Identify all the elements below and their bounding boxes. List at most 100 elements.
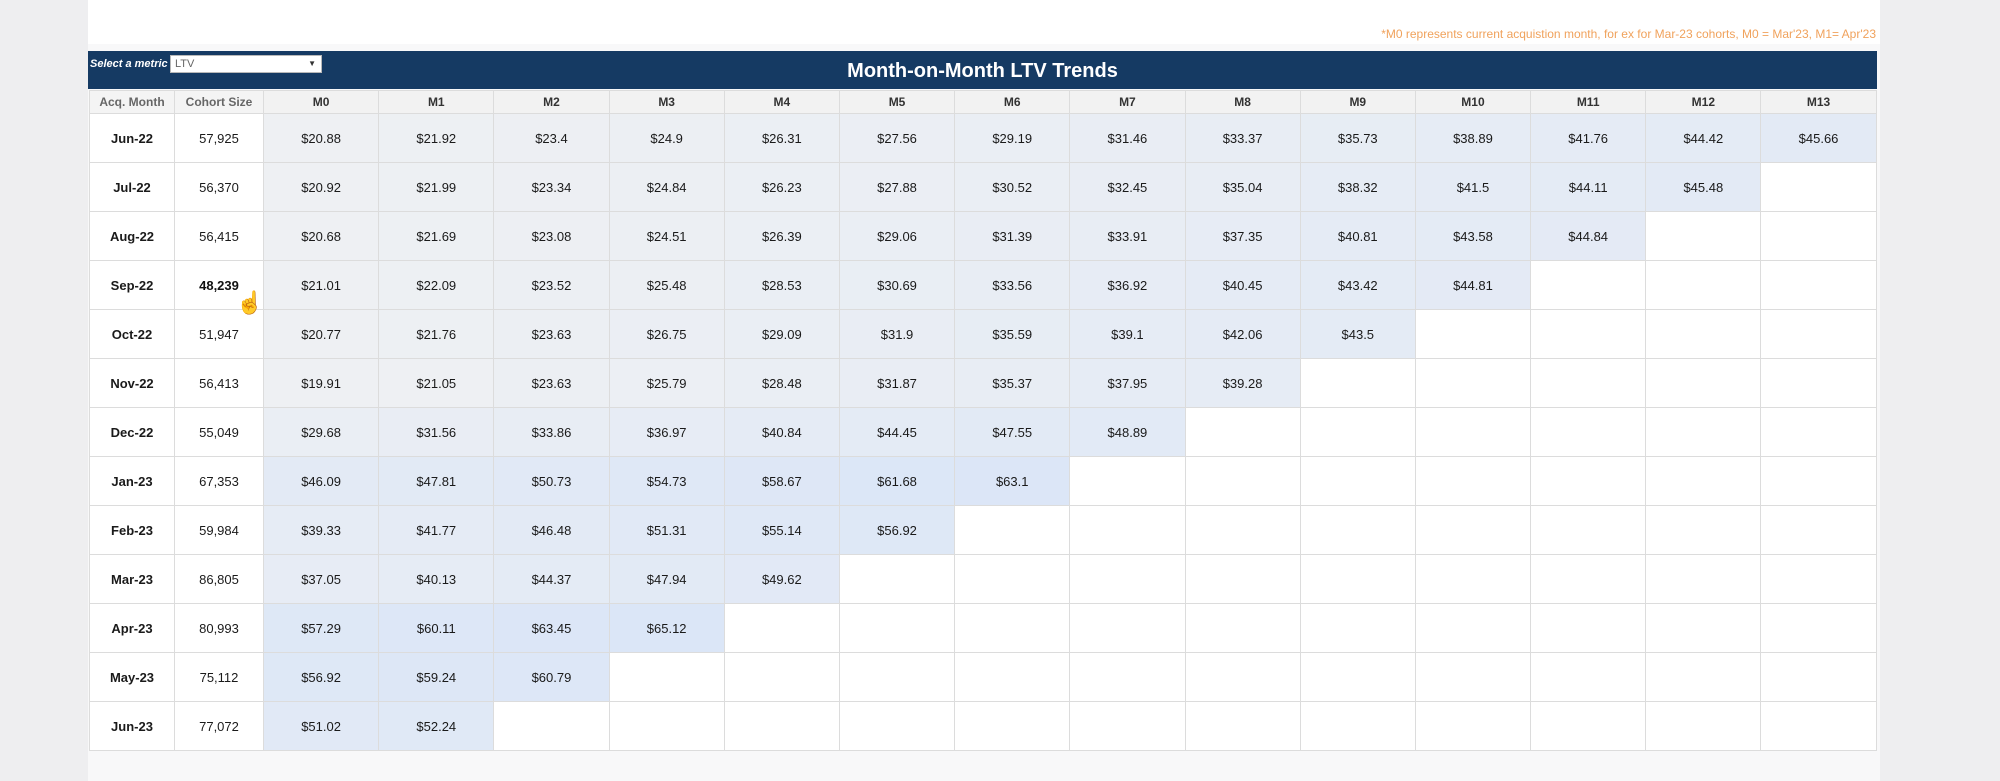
ltv-cell[interactable]: $29.06 — [838, 211, 956, 261]
ltv-cell[interactable]: $19.91 — [262, 358, 380, 408]
ltv-cell[interactable]: $49.62 — [723, 554, 840, 604]
cohort-size-cell[interactable]: 86,805 — [174, 554, 264, 604]
ltv-cell[interactable]: $44.37 — [493, 554, 610, 604]
acq-month-cell[interactable]: Jun-23 — [89, 701, 175, 751]
ltv-cell[interactable]: $22.09 — [378, 260, 495, 310]
ltv-cell[interactable]: $33.37 — [1184, 113, 1301, 163]
ltv-cell[interactable]: $28.53 — [723, 260, 840, 310]
cohort-size-cell[interactable]: 59,984 — [174, 505, 264, 555]
ltv-cell[interactable]: $27.88 — [838, 162, 956, 212]
ltv-cell[interactable]: $47.81 — [378, 456, 495, 506]
ltv-cell[interactable]: $36.97 — [608, 407, 725, 457]
acq-month-cell[interactable]: Aug-22 — [89, 211, 175, 261]
ltv-cell[interactable]: $27.56 — [838, 113, 956, 163]
ltv-cell[interactable]: $39.28 — [1184, 358, 1301, 408]
ltv-cell[interactable]: $65.12 — [608, 603, 725, 653]
ltv-cell[interactable]: $60.79 — [493, 652, 610, 702]
ltv-cell[interactable]: $35.04 — [1184, 162, 1301, 212]
ltv-cell[interactable]: $21.92 — [378, 113, 495, 163]
ltv-cell[interactable]: $39.33 — [262, 505, 380, 555]
ltv-cell[interactable]: $23.4 — [493, 113, 610, 163]
ltv-cell[interactable]: $51.31 — [608, 505, 725, 555]
acq-month-cell[interactable]: Mar-23 — [89, 554, 175, 604]
ltv-cell[interactable]: $50.73 — [493, 456, 610, 506]
ltv-cell[interactable]: $23.52 — [493, 260, 610, 310]
ltv-cell[interactable]: $51.02 — [262, 701, 380, 751]
ltv-cell[interactable]: $35.73 — [1299, 113, 1416, 163]
ltv-cell[interactable]: $58.67 — [723, 456, 840, 506]
ltv-cell[interactable]: $38.89 — [1414, 113, 1532, 163]
ltv-cell[interactable]: $59.24 — [378, 652, 495, 702]
ltv-cell[interactable]: $60.11 — [378, 603, 495, 653]
ltv-cell[interactable]: $37.95 — [1069, 358, 1186, 408]
ltv-cell[interactable]: $37.05 — [262, 554, 380, 604]
ltv-cell[interactable]: $41.5 — [1414, 162, 1532, 212]
ltv-cell[interactable]: $31.39 — [954, 211, 1071, 261]
ltv-cell[interactable]: $33.91 — [1069, 211, 1186, 261]
ltv-cell[interactable]: $43.5 — [1299, 309, 1416, 359]
ltv-cell[interactable]: $57.29 — [262, 603, 380, 653]
ltv-cell[interactable]: $41.76 — [1530, 113, 1647, 163]
ltv-cell[interactable]: $45.66 — [1760, 113, 1877, 163]
ltv-cell[interactable]: $33.56 — [954, 260, 1071, 310]
ltv-cell[interactable]: $55.14 — [723, 505, 840, 555]
cohort-size-cell[interactable]: 56,370 — [174, 162, 264, 212]
ltv-cell[interactable]: $32.45 — [1069, 162, 1186, 212]
ltv-cell[interactable]: $35.37 — [954, 358, 1071, 408]
ltv-cell[interactable]: $39.1 — [1069, 309, 1186, 359]
ltv-cell[interactable]: $44.81 — [1414, 260, 1532, 310]
cohort-size-cell[interactable]: 56,415 — [174, 211, 264, 261]
ltv-cell[interactable]: $44.84 — [1530, 211, 1647, 261]
ltv-cell[interactable]: $21.99 — [378, 162, 495, 212]
metric-dropdown[interactable]: LTV ▼ — [170, 55, 322, 73]
ltv-cell[interactable]: $26.75 — [608, 309, 725, 359]
ltv-cell[interactable]: $47.55 — [954, 407, 1071, 457]
ltv-cell[interactable]: $23.08 — [493, 211, 610, 261]
ltv-cell[interactable]: $44.45 — [838, 407, 956, 457]
ltv-cell[interactable]: $40.45 — [1184, 260, 1301, 310]
ltv-cell[interactable]: $26.39 — [723, 211, 840, 261]
ltv-cell[interactable]: $46.09 — [262, 456, 380, 506]
ltv-cell[interactable]: $23.63 — [493, 309, 610, 359]
ltv-cell[interactable]: $21.01 — [262, 260, 380, 310]
acq-month-cell[interactable]: Jun-22 — [89, 113, 175, 163]
ltv-cell[interactable]: $24.51 — [608, 211, 725, 261]
ltv-cell[interactable]: $26.23 — [723, 162, 840, 212]
ltv-cell[interactable]: $43.42 — [1299, 260, 1416, 310]
ltv-cell[interactable]: $40.13 — [378, 554, 495, 604]
acq-month-cell[interactable]: Apr-23 — [89, 603, 175, 653]
ltv-cell[interactable]: $20.92 — [262, 162, 380, 212]
acq-month-cell[interactable]: Oct-22 — [89, 309, 175, 359]
ltv-cell[interactable]: $43.58 — [1414, 211, 1532, 261]
ltv-cell[interactable]: $31.9 — [838, 309, 956, 359]
ltv-cell[interactable]: $45.48 — [1645, 162, 1762, 212]
ltv-cell[interactable]: $44.42 — [1645, 113, 1762, 163]
ltv-cell[interactable]: $31.56 — [378, 407, 495, 457]
ltv-cell[interactable]: $63.45 — [493, 603, 610, 653]
ltv-cell[interactable]: $56.92 — [838, 505, 956, 555]
ltv-cell[interactable]: $40.84 — [723, 407, 840, 457]
ltv-cell[interactable]: $21.69 — [378, 211, 495, 261]
acq-month-cell[interactable]: Jul-22 — [89, 162, 175, 212]
ltv-cell[interactable]: $21.76 — [378, 309, 495, 359]
ltv-cell[interactable]: $28.48 — [723, 358, 840, 408]
ltv-cell[interactable]: $35.59 — [954, 309, 1071, 359]
acq-month-cell[interactable]: Sep-22 — [89, 260, 175, 310]
acq-month-cell[interactable]: Jan-23 — [89, 456, 175, 506]
ltv-cell[interactable]: $23.63 — [493, 358, 610, 408]
cohort-size-cell[interactable]: 57,925 — [174, 113, 264, 163]
ltv-cell[interactable]: $25.79 — [608, 358, 725, 408]
cohort-size-cell[interactable]: 56,413 — [174, 358, 264, 408]
acq-month-cell[interactable]: Feb-23 — [89, 505, 175, 555]
ltv-cell[interactable]: $31.87 — [838, 358, 956, 408]
ltv-cell[interactable]: $20.77 — [262, 309, 380, 359]
ltv-cell[interactable]: $42.06 — [1184, 309, 1301, 359]
ltv-cell[interactable]: $48.89 — [1069, 407, 1186, 457]
acq-month-cell[interactable]: Nov-22 — [89, 358, 175, 408]
ltv-cell[interactable]: $29.68 — [262, 407, 380, 457]
ltv-cell[interactable]: $30.69 — [838, 260, 956, 310]
ltv-cell[interactable]: $33.86 — [493, 407, 610, 457]
ltv-cell[interactable]: $36.92 — [1069, 260, 1186, 310]
ltv-cell[interactable]: $61.68 — [838, 456, 956, 506]
acq-month-cell[interactable]: Dec-22 — [89, 407, 175, 457]
